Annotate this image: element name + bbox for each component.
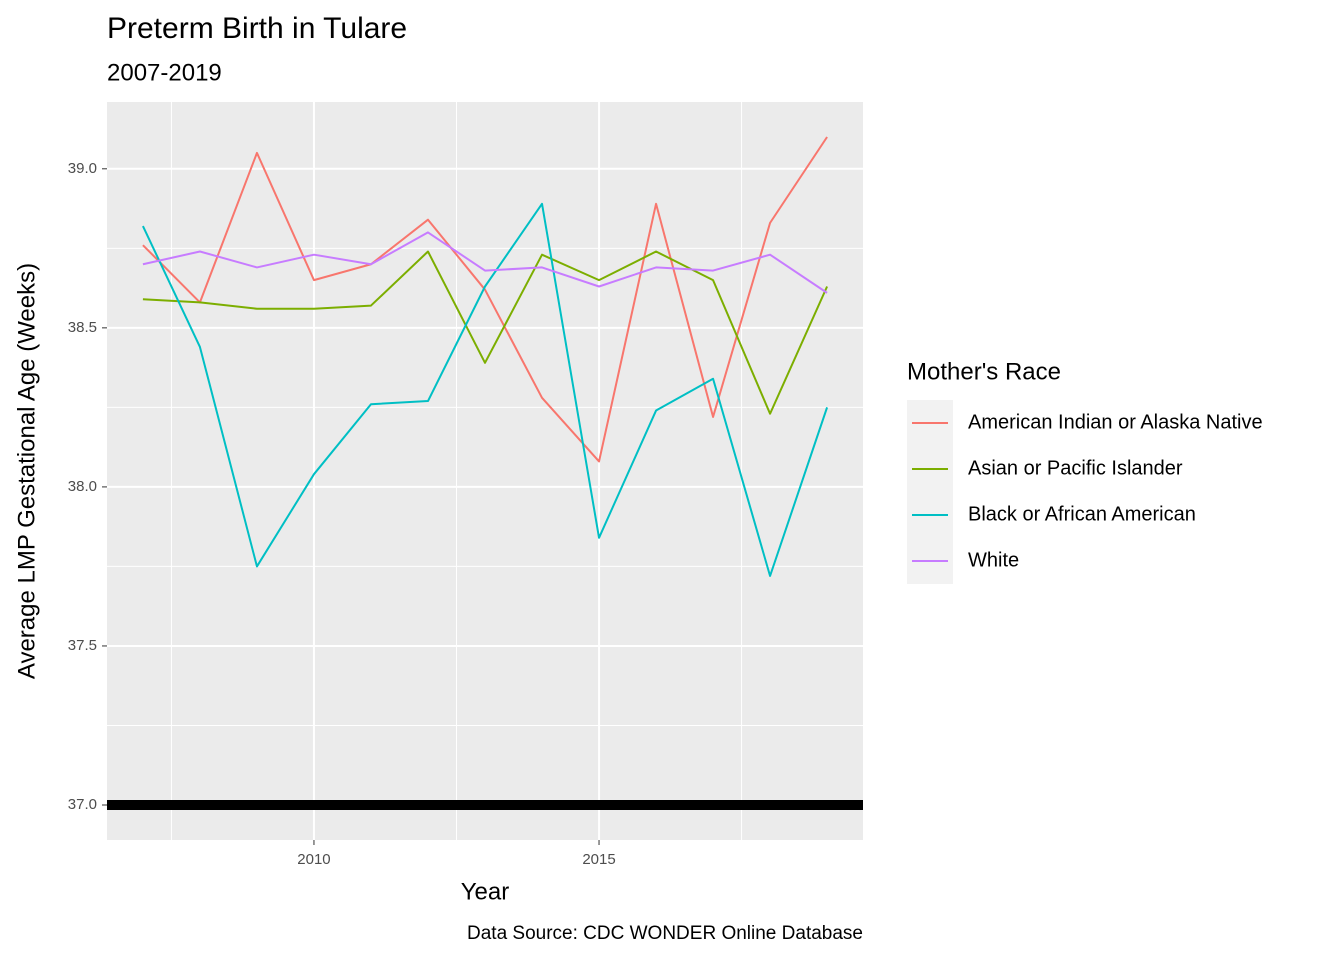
legend-title: Mother's Race [907,358,1061,385]
y-tick-label: 38.0 [68,478,97,495]
y-tick-label: 37.0 [68,796,97,813]
y-tick-label: 38.5 [68,319,97,336]
legend: American Indian or Alaska Native Asian or… [907,400,1263,584]
y-axis-label: Average LMP Gestational Age (Weeks) [13,263,40,679]
series-line [142,250,828,415]
series-line [142,136,828,463]
legend-key-background [907,400,953,584]
marks [107,136,863,811]
y-tick-label: 39.0 [68,160,97,177]
legend-label: Black or African American [968,503,1196,525]
x-tick-label: 2010 [297,851,330,868]
plot-panel [107,102,863,840]
chart-subtitle: 2007-2019 [107,59,222,86]
legend-label: White [968,549,1019,571]
series-line [142,202,829,577]
x-tick-label: 2015 [582,851,615,868]
legend-label: American Indian or Alaska Native [968,411,1263,433]
legend-label: Asian or Pacific Islander [968,457,1183,479]
y-tick-label: 37.5 [68,637,97,654]
series-line [142,231,828,294]
x-axis-label: Year [461,878,510,905]
caption: Data Source: CDC WONDER Online Database [467,923,863,944]
chart-title: Preterm Birth in Tulare [107,12,407,45]
